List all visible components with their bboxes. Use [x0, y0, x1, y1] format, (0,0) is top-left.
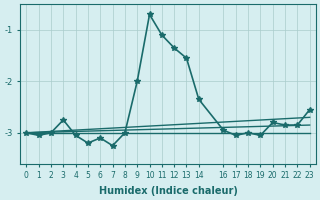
X-axis label: Humidex (Indice chaleur): Humidex (Indice chaleur) [99, 186, 237, 196]
